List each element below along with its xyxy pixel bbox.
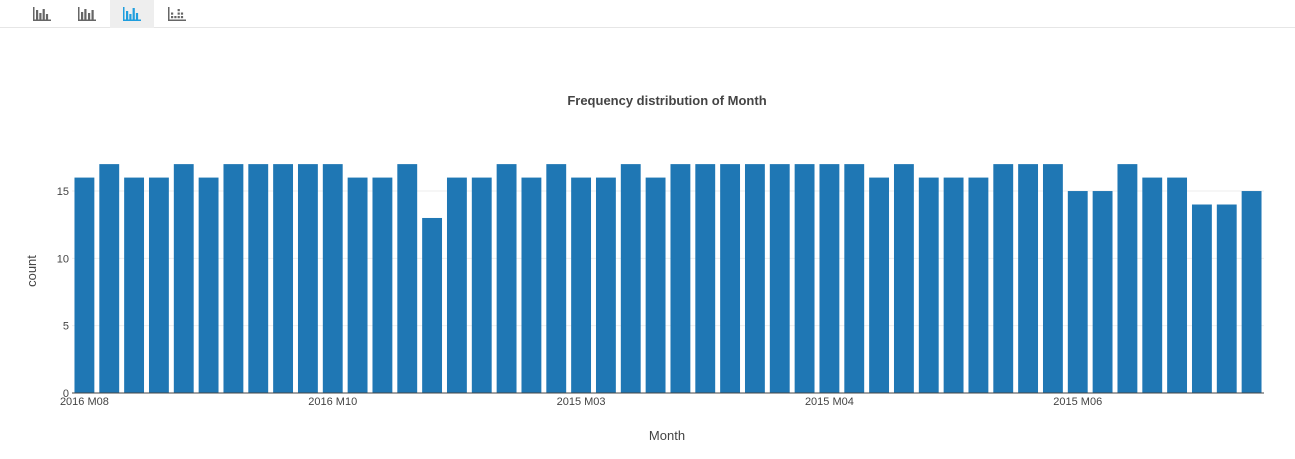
bar[interactable] <box>968 177 989 393</box>
bar[interactable] <box>372 177 393 393</box>
bar[interactable] <box>943 177 964 393</box>
y-tick-label: 0 <box>63 388 69 400</box>
x-tick-label: 2015 M06 <box>1053 396 1102 408</box>
x-axis-title: Month <box>649 428 685 443</box>
x-tick-label: 2015 M03 <box>557 396 606 408</box>
y-tick-label: 5 <box>63 321 69 333</box>
histogram-button[interactable] <box>20 0 64 28</box>
x-tick-label: 2015 M04 <box>805 396 854 408</box>
x-tick-labels: 2016 M08 2016 M10 2015 M03 2015 M04 2015 M06 <box>60 396 1102 408</box>
bar[interactable] <box>99 164 120 393</box>
bar[interactable] <box>1191 204 1212 393</box>
bar-chart-button[interactable] <box>65 0 109 28</box>
bar[interactable] <box>422 217 443 393</box>
bar[interactable] <box>148 177 169 393</box>
bar[interactable] <box>695 164 716 393</box>
bar[interactable] <box>223 164 244 393</box>
bar[interactable] <box>595 177 616 393</box>
bar[interactable] <box>993 164 1014 393</box>
y-tick-label: 15 <box>57 186 69 198</box>
bar[interactable] <box>893 164 914 393</box>
bar[interactable] <box>1216 204 1237 393</box>
bar[interactable] <box>546 164 567 393</box>
bar[interactable] <box>273 164 294 393</box>
bar[interactable] <box>446 177 467 393</box>
bar[interactable] <box>1142 177 1163 393</box>
bar[interactable] <box>248 164 269 393</box>
bar[interactable] <box>571 177 592 393</box>
bar[interactable] <box>1067 191 1088 393</box>
y-gridlines <box>72 190 1264 327</box>
bar[interactable] <box>918 177 939 393</box>
x-tick-label: 2016 M10 <box>308 396 357 408</box>
dot-histogram-button[interactable] <box>155 0 199 28</box>
bar[interactable] <box>869 177 890 393</box>
bars <box>74 164 1262 393</box>
bar[interactable] <box>124 177 145 393</box>
bar[interactable] <box>198 177 219 393</box>
y-axis-title: count <box>24 255 39 287</box>
bar[interactable] <box>74 177 95 393</box>
bar[interactable] <box>720 164 741 393</box>
bar[interactable] <box>521 177 542 393</box>
bar[interactable] <box>322 164 343 393</box>
y-tick-labels: 0 5 10 15 <box>57 186 69 400</box>
x-tick-label: 2016 M08 <box>60 396 109 408</box>
column-chart-button[interactable] <box>110 0 154 28</box>
bar[interactable] <box>1117 164 1138 393</box>
bar[interactable] <box>297 164 318 393</box>
bar[interactable] <box>471 177 492 393</box>
bar[interactable] <box>744 164 765 393</box>
bar[interactable] <box>844 164 865 393</box>
bar[interactable] <box>794 164 815 393</box>
bar[interactable] <box>1042 164 1063 393</box>
bar-chart-icon <box>78 7 96 21</box>
dot-histogram-icon <box>168 7 186 21</box>
bar[interactable] <box>819 164 840 393</box>
chart-title: Frequency distribution of Month <box>567 93 766 108</box>
column-chart-icon <box>123 7 141 21</box>
bar[interactable] <box>347 177 368 393</box>
bar[interactable] <box>173 164 194 393</box>
bar[interactable] <box>620 164 641 393</box>
bar[interactable] <box>645 177 666 393</box>
y-tick-label: 10 <box>57 253 69 265</box>
histogram-icon <box>33 7 51 21</box>
bar[interactable] <box>1167 177 1188 393</box>
chart-type-toolbar <box>0 0 1295 28</box>
bar[interactable] <box>1092 191 1113 393</box>
bar[interactable] <box>496 164 517 393</box>
bar[interactable] <box>397 164 418 393</box>
bar[interactable] <box>1018 164 1039 393</box>
bar[interactable] <box>769 164 790 393</box>
bar[interactable] <box>670 164 691 393</box>
bar[interactable] <box>1241 191 1262 393</box>
